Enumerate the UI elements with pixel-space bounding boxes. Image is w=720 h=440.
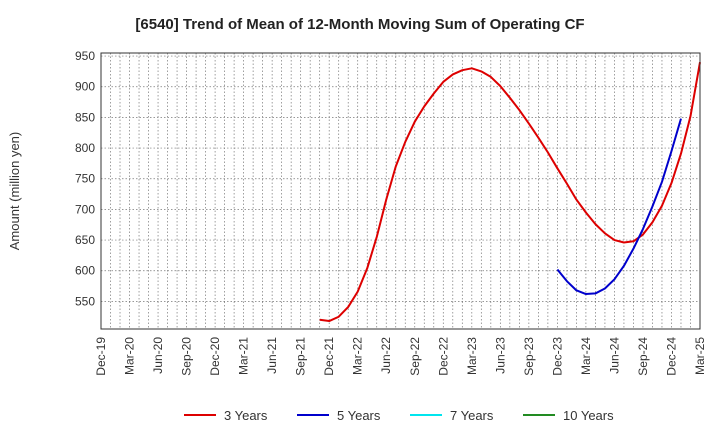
legend: 3 Years 5 Years 7 Years 10 Years [184, 408, 614, 423]
y-tick-label: 700 [75, 202, 95, 216]
legend-label: 10 Years [563, 408, 614, 423]
x-tick-label: Sep-20 [180, 337, 194, 376]
y-tick-label: 750 [75, 172, 95, 186]
x-tick-label: Dec-19 [94, 337, 108, 376]
x-tick-label: Mar-20 [123, 337, 137, 375]
x-tick-label: Mar-22 [351, 337, 365, 375]
x-tick-label: Jun-22 [379, 337, 393, 374]
x-tick-label: Sep-22 [408, 337, 422, 376]
y-tick-label: 800 [75, 141, 95, 155]
x-tick-label: Mar-24 [579, 337, 593, 375]
x-tick-label: Mar-25 [693, 337, 707, 375]
y-axis-label: Amount (million yen) [7, 132, 22, 251]
series-line-5-years [556, 118, 682, 296]
x-tick-label: Sep-24 [636, 337, 650, 376]
x-tick-label: Mar-23 [465, 337, 479, 375]
y-tick-label: 600 [75, 264, 95, 278]
x-tick-label: Jun-20 [151, 337, 165, 374]
y-tick-label: 950 [75, 49, 95, 63]
y-tick-label: 650 [75, 233, 95, 247]
x-tick-label: Jun-24 [607, 337, 621, 374]
x-tick-label: Jun-23 [493, 337, 507, 374]
x-tick-label: Dec-22 [436, 337, 450, 376]
y-tick-label: 850 [75, 110, 95, 124]
legend-label: 7 Years [450, 408, 494, 423]
x-tick-label: Mar-21 [237, 337, 251, 375]
plot-frame [100, 52, 701, 330]
x-tick-label: Jun-21 [265, 337, 279, 374]
series-group [319, 62, 701, 323]
x-tick-label: Dec-23 [550, 337, 564, 376]
legend-label: 5 Years [337, 408, 381, 423]
chart-title: [6540] Trend of Mean of 12-Month Moving … [135, 16, 584, 33]
y-tick-label: 900 [75, 80, 95, 94]
x-tick-label: Dec-21 [322, 337, 336, 376]
x-tick-label: Dec-24 [664, 337, 678, 376]
axis-ticks: 550 600 650 700 750 800 850 900 950 Dec-19 Mar-20 J… [75, 49, 707, 376]
x-tick-label: Sep-21 [294, 337, 308, 376]
series-line-3-years [319, 62, 701, 323]
x-tick-label: Dec-20 [208, 337, 222, 376]
x-tick-label: Sep-23 [522, 337, 536, 376]
grid [101, 53, 700, 329]
legend-label: 3 Years [224, 408, 268, 423]
y-tick-label: 550 [75, 294, 95, 308]
